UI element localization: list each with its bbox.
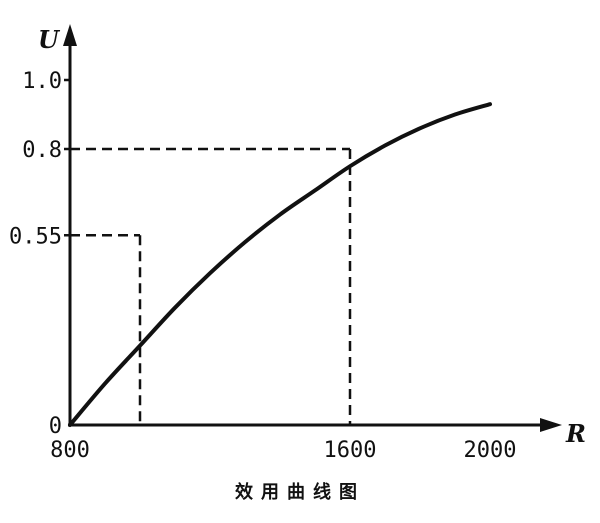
chart-caption: 效用曲线图 — [235, 482, 365, 503]
utility-curve — [68, 102, 492, 427]
x-axis-arrow — [540, 418, 562, 432]
y-tick-label-1: 0.55 — [9, 224, 62, 249]
x-tick-label-1: 1600 — [324, 438, 377, 463]
x-axis-label: R — [565, 419, 586, 448]
x-tick-label-2: 2000 — [464, 438, 517, 463]
x-axis — [68, 418, 562, 432]
axis-ticks: 0 0.55 0.8 1.0 800 1600 2000 — [9, 69, 516, 463]
y-tick-label-3: 1.0 — [22, 69, 62, 94]
y-axis-arrow — [63, 24, 77, 46]
x-tick-label-0: 800 — [50, 438, 90, 463]
utility-curve-chart: U R 0 0.55 0.8 1.0 800 1600 2000 — [9, 24, 586, 463]
reference-lines — [70, 147, 352, 425]
y-tick-label-0: 0 — [49, 414, 62, 439]
y-axis — [63, 24, 77, 425]
y-axis-label: U — [38, 25, 61, 54]
y-tick-label-2: 0.8 — [22, 138, 62, 163]
